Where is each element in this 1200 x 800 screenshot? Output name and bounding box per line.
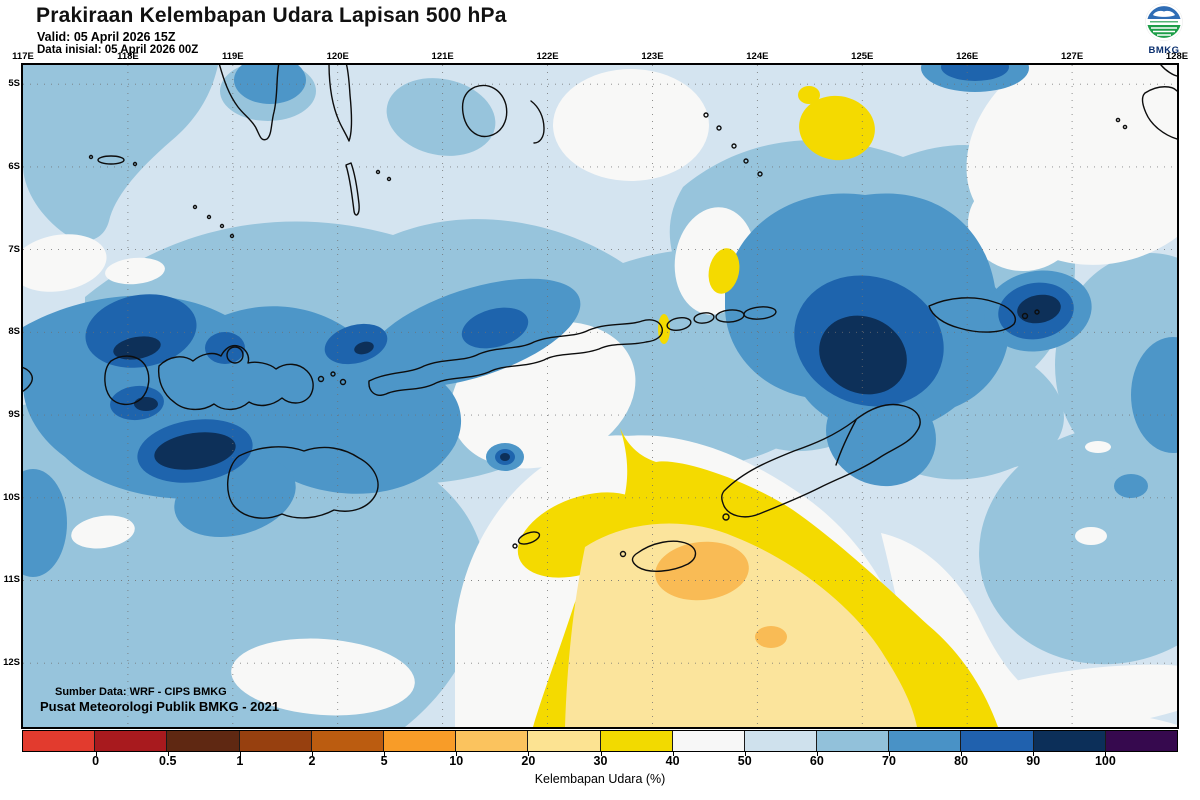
colorbar-segment bbox=[239, 731, 312, 751]
colorbar-segment bbox=[1033, 731, 1106, 751]
colorbar-tick-label: 40 bbox=[665, 754, 680, 768]
lon-tick-label: 125E bbox=[851, 51, 874, 62]
colorbar-tick-label: 0 bbox=[92, 754, 100, 768]
colorbar-tick-label: 90 bbox=[1026, 754, 1041, 768]
bmkg-logo-label: BMKG bbox=[1148, 45, 1180, 56]
colorbar-tickmark bbox=[167, 752, 169, 756]
colorbar-tick-label: 70 bbox=[882, 754, 896, 768]
contour-fill-20-30 bbox=[565, 523, 917, 727]
colorbar-segment bbox=[1105, 731, 1177, 751]
colorbar-tickmark bbox=[744, 752, 746, 756]
colorbar-tickmark bbox=[95, 752, 97, 756]
colorbar-tickmark bbox=[456, 752, 458, 756]
colorbar-caption: Kelembapan Udara (%) bbox=[534, 772, 666, 786]
colorbar-tickmark bbox=[312, 752, 313, 756]
contour-fill-10-20 bbox=[655, 541, 787, 648]
colorbar-tickmark bbox=[961, 752, 963, 756]
colorbar-tick-label: 2 bbox=[308, 754, 316, 768]
colorbar-segment bbox=[961, 731, 1034, 751]
colorbar-tick-label: 60 bbox=[809, 754, 824, 768]
valid-time-label: Valid: 05 April 2026 15Z bbox=[37, 30, 176, 44]
colorbar-tickmark bbox=[528, 752, 530, 756]
colorbar-segment bbox=[817, 731, 890, 751]
colorbar-tick-label: 30 bbox=[593, 754, 608, 768]
colorbar-segment bbox=[23, 731, 96, 751]
colorbar-tickmark bbox=[239, 752, 241, 756]
humidity-contour-map bbox=[0, 44, 1200, 734]
colorbar-segment bbox=[167, 731, 240, 751]
colorbar-tickmark bbox=[889, 752, 890, 756]
lat-tick-label: 5S bbox=[8, 78, 20, 90]
issuer-line: Pusat Meteorologi Publik BMKG - 2021 bbox=[40, 699, 280, 714]
colorbar-segment bbox=[456, 731, 529, 751]
colorbar-tick-label: 100 bbox=[1094, 754, 1116, 768]
lat-tick-label: 7S bbox=[8, 243, 20, 255]
lon-tick-label: 118E bbox=[117, 51, 139, 62]
lon-tick-label: 117E bbox=[12, 51, 34, 62]
colorbar-tick-label: 5 bbox=[380, 754, 388, 768]
map-frame bbox=[0, 44, 1200, 734]
lat-tick-label: 11S bbox=[3, 574, 20, 586]
colorbar-tick-label: 1 bbox=[236, 754, 244, 768]
data-source-line: Sumber Data: WRF - CIPS BMKG bbox=[55, 686, 227, 698]
colorbar-tick-label: 50 bbox=[737, 754, 752, 768]
lat-tick-label: 9S bbox=[8, 409, 20, 421]
colorbar-tickmark bbox=[1033, 752, 1035, 756]
colorbar-segment bbox=[600, 731, 673, 751]
colorbar-segment bbox=[383, 731, 457, 751]
colorbar-tick-label: 20 bbox=[521, 754, 536, 768]
colorbar-segment bbox=[311, 731, 384, 751]
lon-tick-label: 120E bbox=[326, 51, 349, 62]
lon-tick-label: 124E bbox=[746, 51, 769, 62]
lon-tick-label: 126E bbox=[956, 51, 979, 62]
lat-tick-label: 6S bbox=[8, 160, 20, 172]
colorbar-tick-label: 80 bbox=[954, 754, 969, 768]
colorbar-tick-label: 0.5 bbox=[159, 754, 177, 768]
coastline-layer bbox=[20, 62, 1178, 572]
initial-time-label: Data inisial: 05 April 2026 00Z bbox=[37, 44, 199, 56]
colorbar-segment bbox=[889, 731, 962, 751]
colorbar-segment bbox=[95, 731, 168, 751]
colorbar-tickmark bbox=[816, 752, 818, 756]
contour-fill-90-100 bbox=[113, 294, 1061, 470]
colorbar-tickmark bbox=[600, 752, 602, 756]
colorbar-tickmark bbox=[672, 752, 674, 756]
bmkg-logo-icon bbox=[1145, 3, 1183, 41]
colorbar-tickmark bbox=[384, 752, 386, 756]
lon-tick-label: 123E bbox=[641, 51, 664, 62]
lat-tick-label: 8S bbox=[8, 326, 20, 338]
colorbar-tickmark bbox=[1105, 752, 1107, 756]
lon-tick-label: 127E bbox=[1060, 51, 1084, 62]
lon-tick-label: 119E bbox=[221, 51, 244, 62]
lon-tick-label: 128E bbox=[1165, 51, 1189, 62]
page-title: Prakiraan Kelembapan Udara Lapisan 500 h… bbox=[36, 4, 507, 27]
colorbar-tick-label: 10 bbox=[449, 754, 464, 768]
lat-tick-label: 10S bbox=[3, 491, 20, 503]
bmkg-logo: BMKG bbox=[1138, 2, 1190, 56]
colorbar-segment bbox=[744, 731, 818, 751]
colorbar-segment bbox=[672, 731, 745, 751]
humidity-colorbar bbox=[22, 730, 1178, 752]
lon-tick-label: 122E bbox=[536, 51, 559, 62]
lon-tick-label: 121E bbox=[431, 51, 454, 62]
colorbar-segment bbox=[528, 731, 601, 751]
lat-tick-label: 12S bbox=[3, 657, 20, 669]
